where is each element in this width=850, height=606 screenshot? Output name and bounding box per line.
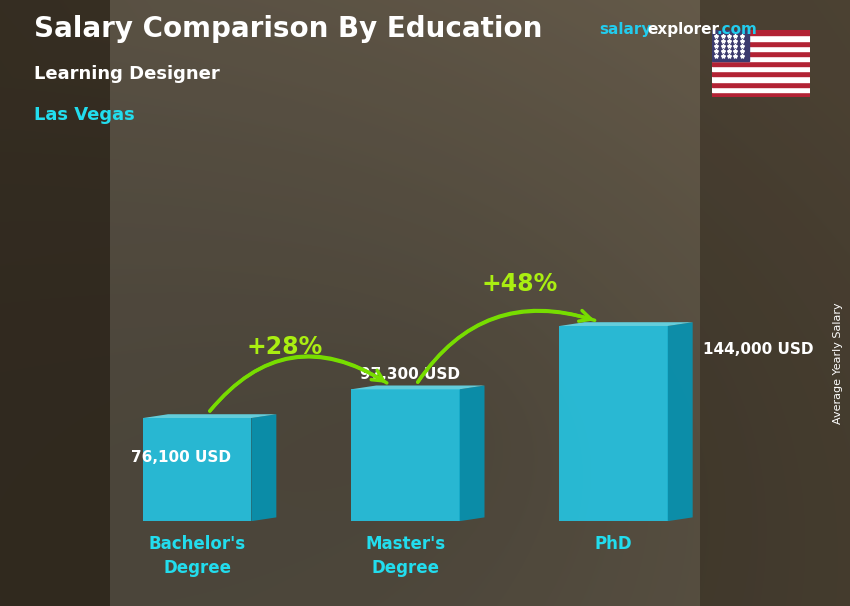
Polygon shape (351, 385, 484, 389)
Bar (712, 30, 810, 35)
Polygon shape (668, 322, 693, 521)
Bar (712, 87, 810, 92)
Bar (712, 56, 810, 61)
Bar (712, 66, 810, 72)
Text: Average Yearly Salary: Average Yearly Salary (833, 303, 843, 424)
Text: Las Vegas: Las Vegas (34, 106, 135, 124)
Bar (712, 30, 750, 61)
Bar (700, 0, 850, 606)
Bar (712, 61, 810, 66)
Bar (712, 45, 810, 51)
Bar (712, 92, 810, 97)
Bar (712, 51, 810, 56)
Text: +28%: +28% (246, 335, 323, 359)
Bar (712, 82, 810, 87)
Text: Salary Comparison By Education: Salary Comparison By Education (34, 15, 542, 43)
Bar (712, 41, 810, 45)
Bar (712, 76, 810, 82)
Bar (143, 418, 252, 521)
Polygon shape (143, 415, 276, 418)
Text: salary: salary (599, 22, 652, 38)
Text: 76,100 USD: 76,100 USD (131, 450, 230, 465)
Bar (712, 72, 810, 76)
Text: 144,000 USD: 144,000 USD (703, 342, 813, 357)
Polygon shape (252, 415, 276, 521)
Text: +48%: +48% (482, 272, 558, 296)
Polygon shape (460, 385, 484, 521)
Text: 97,300 USD: 97,300 USD (360, 367, 460, 382)
Bar (0, 0, 110, 606)
Bar (559, 326, 668, 521)
Text: Learning Designer: Learning Designer (34, 65, 220, 83)
Polygon shape (559, 322, 693, 326)
Text: explorer: explorer (648, 22, 720, 38)
Bar (351, 389, 460, 521)
Bar (712, 35, 810, 41)
Text: .com: .com (717, 22, 757, 38)
